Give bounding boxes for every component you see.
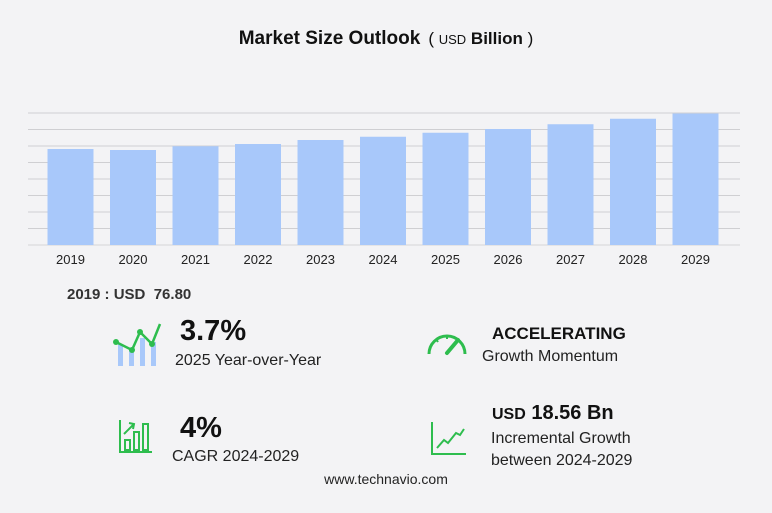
cagr-value: 4% (180, 412, 222, 444)
x-tick-label: 2025 (431, 252, 460, 267)
x-tick-label: 2021 (181, 252, 210, 267)
bar-chart: 2019 2020 2021 2022 2023 2024 2025 2026 2027 2028… (28, 112, 740, 267)
x-tick-label: 2020 (119, 252, 148, 267)
x-tick-label: 2019 (56, 252, 85, 267)
x-tick-label: 2024 (369, 252, 398, 267)
base-year: 2019 (67, 286, 101, 303)
yoy-label: 2025 Year-over-Year (175, 352, 322, 369)
source-footer: www.technavio.com (324, 471, 448, 487)
incremental-label: Incremental Growth (491, 430, 631, 447)
bar-chart-arrow-icon (119, 420, 152, 453)
bar-2029 (672, 113, 719, 245)
x-tick-label: 2026 (494, 252, 523, 267)
bar-2020 (110, 150, 156, 245)
momentum-value: ACCELERATING (492, 324, 626, 343)
bar-2026 (485, 129, 531, 245)
growth-chart-icon (113, 323, 162, 366)
bar-2021 (172, 146, 219, 245)
x-tick-label: 2029 (681, 252, 710, 267)
bar-2022 (235, 144, 281, 245)
x-tick-label: 2027 (556, 252, 585, 267)
bar-2028 (610, 118, 656, 245)
title-paren: ( (428, 29, 434, 48)
title-unit-small: USD (438, 32, 467, 47)
bar-2019 (47, 149, 94, 245)
incremental-prefix: USD (492, 406, 526, 423)
incremental-value: USD 18.56 Bn (492, 402, 614, 425)
bar-2025 (422, 132, 469, 245)
yoy-value: 3.7% (180, 315, 247, 347)
bar-2024 (360, 136, 406, 245)
incremental-amount: 18.56 Bn (531, 402, 614, 424)
speedometer-icon (427, 334, 467, 355)
bar-2023 (297, 140, 344, 245)
x-tick-label: 2022 (244, 252, 273, 267)
momentum-label: Growth Momentum (482, 348, 619, 365)
title-unit: Billion (470, 29, 523, 48)
title-paren-close: ) (527, 29, 534, 48)
x-tick-label: 2028 (619, 252, 648, 267)
chart-title: Market Size Outlook ( USD Billion ) (0, 28, 772, 50)
line-chart-icon (431, 422, 466, 455)
x-tick-label: 2023 (306, 252, 335, 267)
bar-2027 (547, 124, 594, 245)
title-main: Market Size Outlook (238, 28, 421, 49)
cagr-label: CAGR 2024-2029 (172, 448, 300, 465)
base-value: 2019 : USD 76.80 (67, 286, 191, 303)
base-amount: 76.80 (153, 286, 192, 303)
base-sep: : USD (100, 286, 146, 303)
incremental-period: between 2024-2029 (491, 452, 633, 469)
